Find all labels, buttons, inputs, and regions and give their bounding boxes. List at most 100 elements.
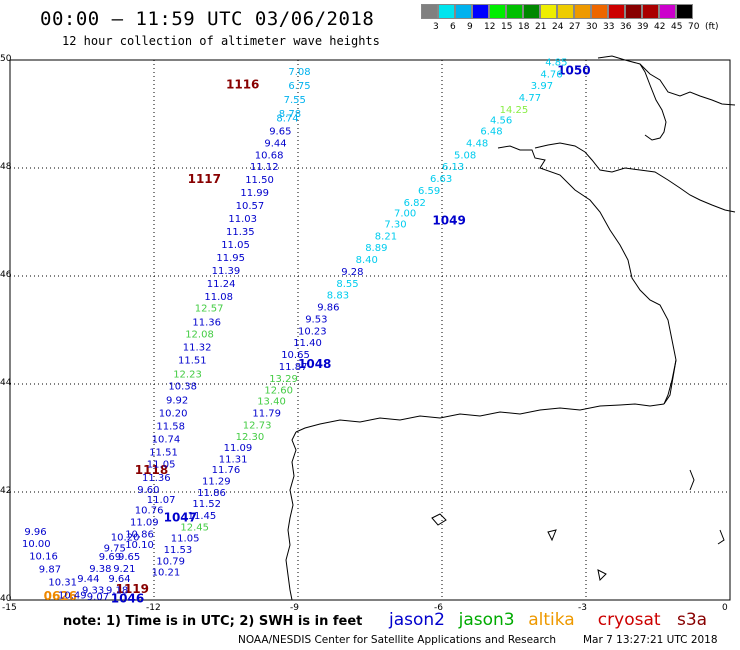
wave-height-label: 11.76	[212, 465, 241, 476]
scale-swatch	[540, 4, 557, 19]
footer-note: note: 1) Time is in UTC; 2) SWH is in fe…	[63, 614, 363, 629]
inland-feature	[689, 469, 695, 491]
map-frame	[9, 59, 731, 601]
scale-tick-label: 18	[518, 22, 530, 32]
wave-height-label: 9.96	[24, 527, 46, 538]
wave-height-label: 9.87	[39, 564, 61, 575]
wave-height-label: 6.48	[480, 127, 502, 138]
wave-height-label: 9.18	[106, 586, 128, 597]
scale-tick-label: 9	[467, 22, 473, 32]
satellite-legend-s3a: s3a	[677, 610, 708, 630]
wave-height-label: 6.13	[442, 162, 464, 173]
track-id-label: 1116	[226, 78, 259, 92]
generated-timestamp: Mar 7 13:27:21 UTC 2018	[583, 634, 718, 646]
satellite-legend-altika: altika	[528, 610, 575, 630]
scale-swatch	[472, 4, 489, 19]
wave-height-label: 7.08	[288, 67, 310, 78]
wave-height-label: 10.16	[29, 552, 58, 563]
wave-height-label: 9.44	[77, 574, 99, 585]
wave-height-label: 11.51	[149, 447, 178, 458]
wave-height-label: 10.68	[255, 150, 284, 161]
wave-height-label: 9.64	[108, 574, 130, 585]
wave-height-label: 11.40	[293, 338, 322, 349]
satellite-legend-jason2: jason2	[389, 610, 445, 630]
scale-tick-label: 6	[450, 22, 456, 32]
scale-tick-label: 12	[484, 22, 496, 32]
inland-feature	[547, 529, 557, 542]
inland-feature	[597, 569, 607, 582]
wave-height-label: 11.05	[147, 460, 176, 471]
scale-tick-label: 33	[603, 22, 615, 32]
inland-feature	[431, 513, 447, 526]
wave-height-label: 9.86	[317, 303, 339, 314]
wave-height-label: 9.28	[341, 267, 363, 278]
wave-height-label: 10.38	[168, 381, 197, 392]
scale-swatch	[557, 4, 574, 19]
english-channel-coast	[597, 55, 736, 106]
wave-height-label: 9.69	[99, 552, 121, 563]
wave-height-label: 11.24	[207, 279, 236, 290]
longitude-tick-label: 0	[722, 603, 728, 613]
wave-height-label: 11.53	[164, 545, 193, 556]
wave-height-label: 9.21	[113, 564, 135, 575]
page-subtitle: 12 hour collection of altimeter wave hei…	[62, 34, 380, 48]
brittany-coastline	[497, 145, 677, 405]
cornwall-coast	[639, 63, 667, 141]
wave-height-label: 7.00	[394, 209, 416, 220]
french-inner-coast	[663, 359, 677, 405]
scale-tick-label: 24	[552, 22, 564, 32]
scale-swatch	[659, 4, 676, 19]
scale-tick-label: 27	[569, 22, 581, 32]
wave-height-label: 10.86	[125, 529, 154, 540]
track-id-label: 1047	[164, 511, 197, 525]
credit-line: NOAA/NESDIS Center for Satellite Applica…	[238, 634, 556, 646]
satellite-legend-jason3: jason3	[458, 610, 515, 630]
wave-height-label: 10.20	[111, 533, 140, 544]
wave-height-label: 8.78	[279, 109, 301, 120]
wave-height-label: 13.29	[269, 374, 298, 385]
track-id-label: 1117	[188, 172, 221, 186]
spain-north-coast	[295, 403, 665, 433]
wave-height-label: 6.63	[430, 174, 452, 185]
wave-height-label: 10.79	[156, 556, 185, 567]
latitude-tick-label: 44	[0, 378, 12, 388]
wave-height-label: 11.09	[130, 517, 159, 528]
wave-height-label: 10.57	[236, 201, 265, 212]
portugal-west-coast	[285, 431, 297, 601]
wave-height-label: 9.07	[87, 592, 109, 603]
latitude-tick-label: 40	[0, 594, 12, 604]
wave-height-label: 9.65	[118, 552, 140, 563]
track-id-label: 1046	[111, 592, 144, 606]
wave-height-label: 11.36	[142, 473, 171, 484]
wave-height-label: 9.92	[166, 395, 188, 406]
scale-swatch	[523, 4, 540, 19]
wave-height-label: 14.25	[500, 105, 529, 116]
scale-swatch	[642, 4, 659, 19]
scale-tick-label: 3	[433, 22, 439, 32]
scale-swatch	[608, 4, 625, 19]
wave-height-label: 11.32	[183, 343, 212, 354]
wave-height-label: 12.45	[180, 522, 209, 533]
wave-height-color-scale	[421, 4, 693, 19]
wave-height-label: 11.36	[192, 318, 221, 329]
wave-height-label: 3.97	[531, 81, 553, 92]
wave-height-label: 7.30	[384, 219, 406, 230]
wave-height-label: 11.51	[178, 355, 207, 366]
wave-height-label: 11.45	[188, 511, 217, 522]
france-coastline	[534, 142, 736, 213]
wave-height-label: 10.00	[22, 539, 51, 550]
wave-height-label: 6.75	[288, 81, 310, 92]
wave-height-label: 11.05	[221, 240, 250, 251]
wave-height-label: 9.38	[89, 564, 111, 575]
wave-height-label: 12.30	[236, 432, 265, 443]
wave-height-labels: 7.086.757.558.788.749.659.4410.6811.1211…	[22, 57, 567, 603]
track-id-label: 1050	[557, 64, 590, 78]
wave-height-label: 10.65	[281, 350, 310, 361]
wave-height-label: 8.74	[276, 114, 298, 125]
scale-tick-label: 21	[535, 22, 547, 32]
longitude-tick-label: -3	[578, 603, 587, 613]
scale-swatch	[506, 4, 523, 19]
wave-height-label: 11.95	[216, 253, 245, 264]
longitude-tick-label: -9	[290, 603, 299, 613]
